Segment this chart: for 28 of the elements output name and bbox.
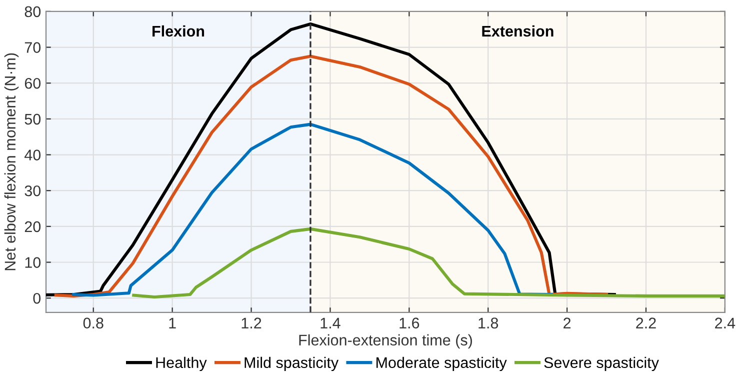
- x-tick-label: 2.4: [715, 318, 736, 328]
- y-tick-label: 10: [25, 257, 41, 268]
- y-axis-title: Net elbow flexion moment (N·m): [4, 53, 19, 270]
- band-label: Flexion: [152, 25, 204, 37]
- line-series: [72, 122, 553, 297]
- x-tick-label: 1.4: [320, 318, 340, 328]
- x-tick-label: 1.2: [242, 318, 262, 328]
- x-axis-title: Flexion-extension time (s): [299, 334, 472, 349]
- y-tick-label: 70: [24, 42, 41, 53]
- x-tick-label: 2: [564, 318, 571, 328]
- x-tick-label: 1: [169, 318, 176, 328]
- y-tick-label: 0: [33, 292, 41, 304]
- y-tick-label: 40: [24, 150, 41, 160]
- line-series: [132, 227, 725, 299]
- band-label: Extension: [482, 25, 554, 37]
- y-tick-label: 30: [24, 185, 41, 196]
- legend-label: Severe spasticity: [544, 356, 659, 372]
- legend-label: Healthy: [156, 356, 207, 372]
- x-tick-label: 1.8: [478, 318, 498, 329]
- legend-label: Moderate spasticity: [376, 356, 507, 372]
- y-tick-label: 20: [24, 221, 41, 232]
- y-tick-label: 50: [24, 114, 41, 125]
- x-tick-label: 0.8: [83, 318, 104, 329]
- x-tick-label: 2.2: [636, 318, 656, 328]
- y-tick-label: 80: [24, 6, 41, 18]
- x-tick-label: 1.6: [400, 318, 420, 329]
- y-tick-label: 60: [24, 78, 41, 89]
- legend-label: Mild spasticity: [244, 356, 339, 372]
